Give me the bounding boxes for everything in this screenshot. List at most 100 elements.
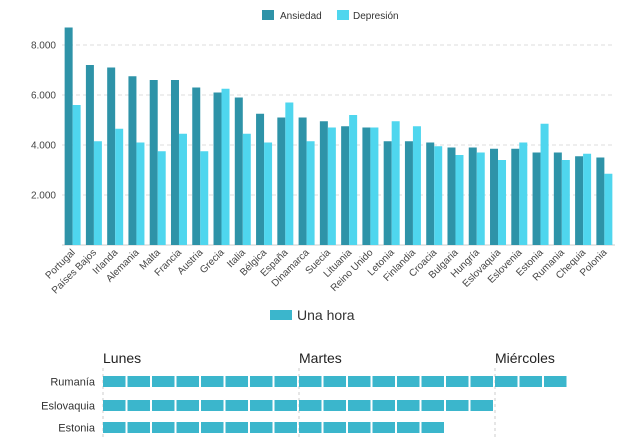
bar-depresion[interactable] [412,126,421,245]
bar-depresion[interactable] [519,142,528,246]
bar-depresion[interactable] [136,142,145,246]
bar-depresion[interactable] [285,102,294,246]
hour-unit [274,376,297,387]
legend-label-una-hora[interactable]: Una hora [297,307,355,323]
hour-unit [323,376,346,387]
hour-unit [323,400,346,411]
bar-ansiedad[interactable] [362,127,371,246]
hour-unit [348,376,371,387]
hour-unit [372,422,395,433]
bar-depresion[interactable] [306,141,315,245]
hour-unit [544,376,567,387]
bar-depresion[interactable] [391,121,400,245]
hour-unit [299,376,322,387]
y-tick-label: 2.000 [31,191,56,202]
bar-ansiedad[interactable] [596,157,605,246]
hour-unit [299,422,322,433]
bar-depresion[interactable] [349,115,358,245]
bar-ansiedad[interactable] [192,87,201,246]
hour-unit [470,400,493,411]
bar-depresion[interactable] [455,155,464,245]
hour-unit [323,422,346,433]
bar-depresion[interactable] [93,141,102,245]
bar-depresion[interactable] [561,160,570,245]
hour-unit [519,376,542,387]
bar-depresion[interactable] [498,160,507,245]
bar-ansiedad[interactable] [149,80,158,245]
hour-unit [348,422,371,433]
bar-depresion[interactable] [157,151,166,245]
hour-unit [225,376,248,387]
bar-ansiedad[interactable] [383,141,392,245]
hour-unit [421,422,444,433]
hour-unit [470,376,493,387]
bar-ansiedad[interactable] [426,142,435,246]
bar-ansiedad[interactable] [277,117,286,246]
bar-depresion[interactable] [264,142,273,246]
bar-ansiedad[interactable] [256,113,265,245]
hour-unit [397,376,420,387]
bar-depresion[interactable] [327,127,336,246]
hour-unit [176,422,199,433]
legend-swatch-una-hora[interactable] [270,310,292,320]
hour-unit [299,400,322,411]
y-tick-label: 8.000 [31,41,56,52]
bar-depresion[interactable] [370,127,379,246]
row-label: Estonia [58,423,96,435]
bar-ansiedad[interactable] [404,141,413,245]
hour-unit [152,422,175,433]
bar-ansiedad[interactable] [490,148,499,245]
bar-ansiedad[interactable] [170,80,179,245]
bar-ansiedad[interactable] [447,147,456,246]
bar-depresion[interactable] [72,105,81,245]
hour-unit [103,376,126,387]
bar-depresion[interactable] [434,146,443,245]
bar-ansiedad[interactable] [128,76,137,245]
bar-ansiedad[interactable] [319,121,328,245]
bar-depresion[interactable] [540,123,549,245]
legend-label-ansiedad[interactable]: Ansiedad [280,11,322,22]
row-label: Rumanía [50,377,96,389]
hour-unit [103,422,126,433]
bar-ansiedad[interactable] [107,67,116,246]
legend-label-depresion[interactable]: Depresión [353,11,399,22]
hour-unit [127,400,150,411]
hour-unit [201,422,224,433]
bar-depresion[interactable] [476,152,485,246]
hour-unit [495,376,518,387]
bar-ansiedad[interactable] [341,126,350,245]
hour-unit [274,400,297,411]
hour-unit [421,400,444,411]
bar-ansiedad[interactable] [85,65,94,245]
hour-unit [250,422,273,433]
bar-ansiedad[interactable] [64,27,73,246]
bar-depresion[interactable] [604,173,613,245]
hour-unit [274,422,297,433]
hour-unit [152,376,175,387]
bar-depresion[interactable] [178,133,187,245]
bar-ansiedad[interactable] [532,152,541,246]
bar-depresion[interactable] [242,133,251,245]
x-tick-label: Grecia [198,247,227,276]
bar-ansiedad[interactable] [511,148,520,245]
bar-depresion[interactable] [583,153,592,245]
y-tick-label: 6.000 [31,91,56,102]
hour-unit [397,400,420,411]
bar-depresion[interactable] [221,88,230,245]
hour-unit [446,400,469,411]
bar-ansiedad[interactable] [468,147,477,246]
bar-ansiedad[interactable] [298,117,307,246]
bar-ansiedad[interactable] [553,152,562,246]
legend-swatch-depresion[interactable] [337,10,349,20]
hour-unit [225,422,248,433]
hour-unit [225,400,248,411]
bar-ansiedad[interactable] [213,92,222,246]
bar-ansiedad[interactable] [575,156,584,245]
bar-depresion[interactable] [200,151,209,245]
hour-unit [348,400,371,411]
legend-swatch-ansiedad[interactable] [262,10,274,20]
bar-ansiedad[interactable] [234,97,243,246]
hour-unit [176,376,199,387]
hour-unit [201,400,224,411]
bar-depresion[interactable] [115,128,124,245]
